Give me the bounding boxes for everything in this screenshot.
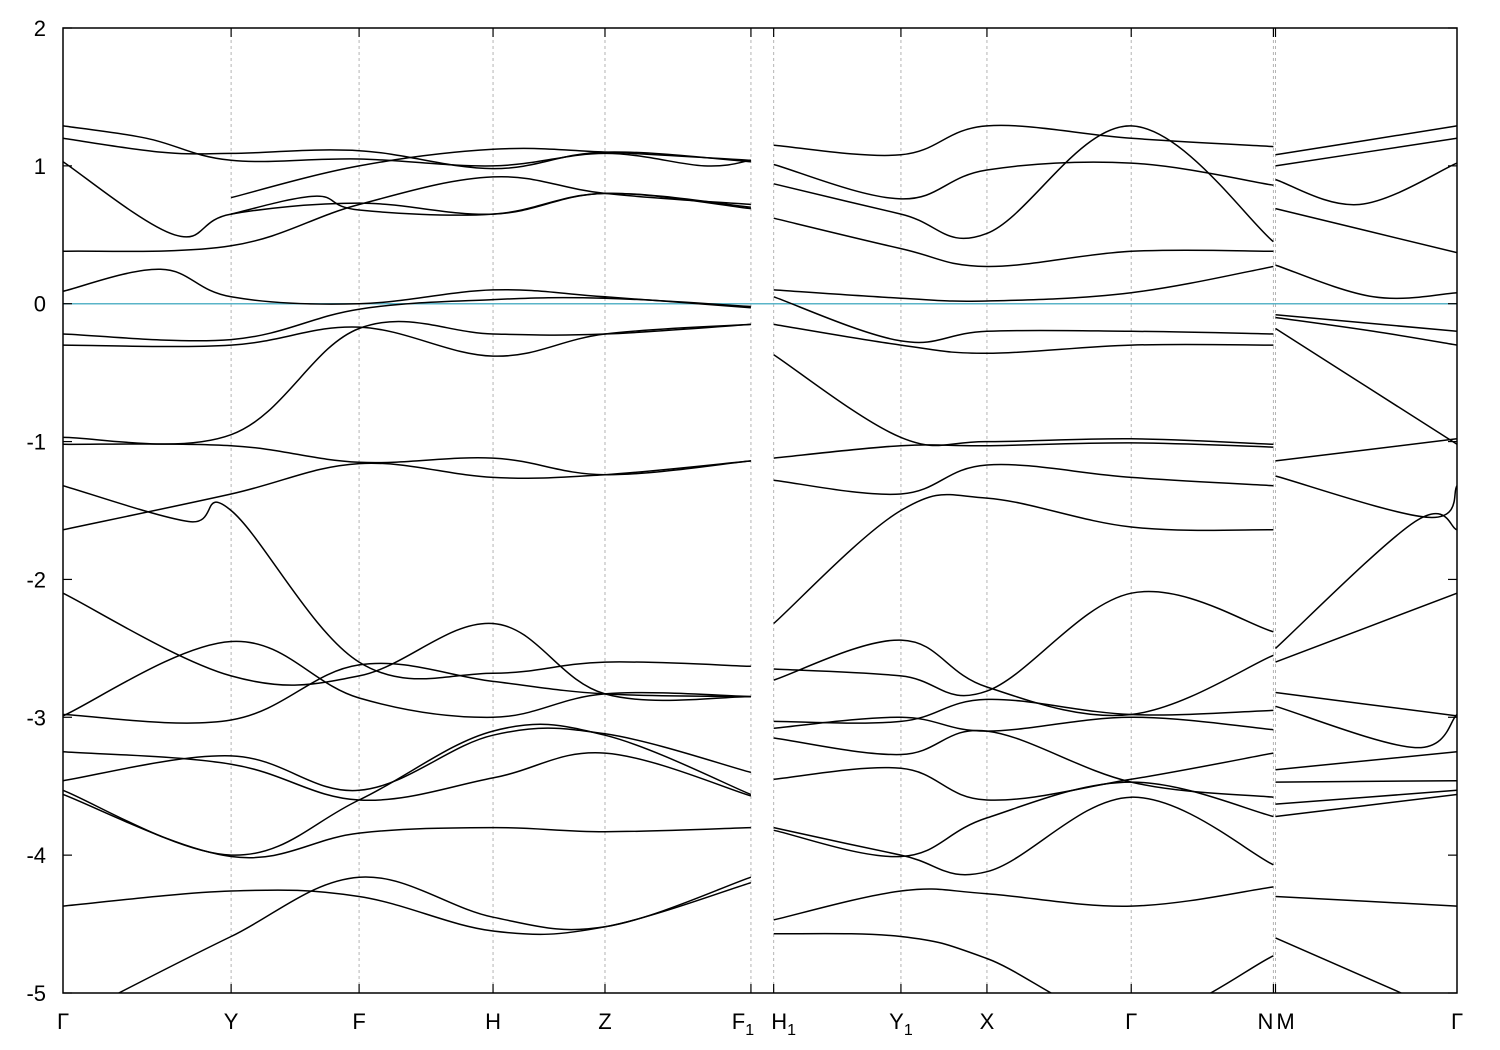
band-line — [63, 175, 751, 253]
band-line — [773, 716, 1274, 732]
kpoint-label: Y — [224, 1009, 239, 1034]
band-line — [1275, 438, 1457, 462]
band-line — [773, 796, 1274, 876]
band-line — [773, 323, 1274, 355]
band-line — [773, 886, 1274, 921]
y-tick-label: -5 — [26, 981, 46, 1006]
band-line — [63, 793, 751, 859]
band-line — [773, 493, 1274, 625]
band-line — [773, 265, 1274, 302]
x-axis-kpoint-labels: Γ Y F H Z F1 H1 Y1 X Γ N M Γ — [57, 28, 1463, 1039]
kpoint-label: F — [352, 1009, 365, 1034]
band-line — [1275, 207, 1457, 254]
band-line — [1275, 162, 1457, 206]
band-line — [63, 296, 751, 342]
band-line — [1275, 779, 1457, 783]
band-line — [773, 442, 1274, 459]
kpoint-label: Γ — [1451, 1009, 1463, 1034]
band-line — [773, 698, 1274, 724]
band-line — [1275, 705, 1457, 749]
band-line — [773, 124, 1274, 157]
band-line — [63, 484, 751, 680]
kpoint-label: M — [1276, 1009, 1294, 1034]
y-tick-label: -1 — [26, 430, 46, 455]
band-line — [1275, 316, 1457, 346]
y-tick-label: -2 — [26, 567, 46, 592]
band-line — [1275, 793, 1457, 818]
band-line — [63, 125, 752, 167]
band-line — [63, 443, 751, 476]
band-line — [773, 296, 1274, 344]
band-line — [773, 729, 1274, 798]
band-line — [773, 639, 1274, 717]
kpoint-label: Z — [598, 1009, 611, 1034]
band-line — [63, 460, 751, 531]
y-axis-ticks: 2 1 0 -1 -2 -3 -4 -5 — [26, 16, 1457, 1006]
kpoint-label: Γ — [57, 1009, 69, 1034]
plot-frame — [62, 27, 1458, 994]
band-line — [773, 125, 1274, 243]
y-tick-label: 1 — [34, 154, 46, 179]
band-line — [773, 752, 1274, 801]
band-line — [1275, 691, 1457, 717]
band-line — [1275, 937, 1402, 993]
band-line — [773, 354, 1274, 447]
kpoint-label: X — [980, 1009, 995, 1034]
y-tick-label: -4 — [26, 843, 46, 868]
band-line — [1275, 137, 1457, 167]
band-line — [773, 781, 1274, 858]
band-line — [63, 727, 752, 792]
kpoint-label: H — [485, 1009, 501, 1034]
band-line — [230, 147, 751, 199]
band-line — [230, 192, 751, 216]
band-line — [63, 268, 751, 309]
band-line — [1275, 264, 1457, 300]
band-line — [1275, 895, 1457, 907]
band-line — [773, 161, 1274, 200]
band-line — [1275, 475, 1457, 519]
y-tick-label: -3 — [26, 705, 46, 730]
band-line — [1275, 327, 1457, 445]
y-tick-label: 2 — [34, 16, 46, 41]
band-line — [1275, 592, 1457, 663]
band-line — [1275, 313, 1457, 333]
y-tick-label: 0 — [34, 292, 46, 317]
band-line — [1275, 125, 1457, 156]
band-line — [773, 463, 1274, 496]
band-line — [773, 932, 1274, 993]
band-line — [1275, 789, 1457, 805]
band-line — [63, 320, 751, 445]
kpoint-label: N — [1257, 1009, 1273, 1034]
band-line — [773, 590, 1274, 697]
band-line — [773, 217, 1274, 268]
band-line — [63, 592, 751, 702]
band-line — [63, 640, 751, 719]
band-line — [63, 751, 752, 802]
band-line — [63, 662, 751, 724]
kpoint-label: Γ — [1125, 1009, 1137, 1034]
band-line — [63, 323, 751, 357]
band-line — [1274, 513, 1457, 649]
band-lines — [63, 124, 1457, 993]
band-line — [118, 876, 752, 993]
band-line — [1275, 751, 1457, 771]
